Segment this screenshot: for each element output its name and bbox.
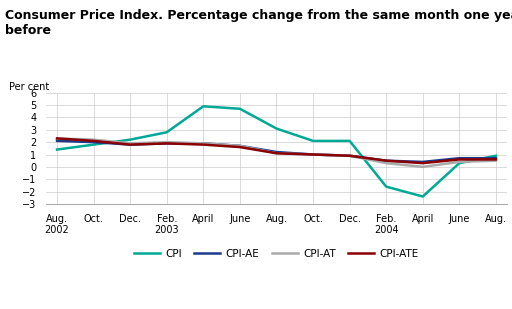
Line: CPI-AT: CPI-AT [57,138,496,167]
CPI-ATE [91,139,97,143]
CPI-ATE [420,161,426,165]
CPI-AT [310,153,316,156]
CPI-ATE [493,158,499,161]
CPI-ATE [347,154,353,158]
CPI-AT [54,137,60,140]
CPI-AT [91,138,97,142]
CPI [420,195,426,198]
CPI-AE [54,139,60,143]
CPI-AE [310,153,316,156]
CPI [91,143,97,146]
CPI-AT [383,161,389,165]
CPI [54,148,60,151]
CPI-AT [273,151,280,155]
CPI-ATE [383,159,389,163]
CPI-ATE [456,158,462,161]
Line: CPI-ATE: CPI-ATE [57,138,496,163]
CPI-AE [347,154,353,158]
CPI-ATE [164,142,170,145]
CPI-AT [493,159,499,163]
CPI-AE [456,156,462,160]
CPI-AE [383,159,389,163]
CPI [493,154,499,158]
CPI-AE [200,142,206,145]
CPI-AE [127,143,133,146]
CPI [200,104,206,108]
Text: Consumer Price Index. Percentage change from the same month one year
before: Consumer Price Index. Percentage change … [5,9,512,37]
CPI-ATE [127,143,133,146]
CPI-AT [164,140,170,144]
CPI-AT [347,154,353,158]
CPI-AE [164,142,170,145]
CPI-AE [493,156,499,160]
Line: CPI: CPI [57,106,496,197]
CPI-ATE [200,143,206,146]
CPI [347,139,353,143]
CPI-ATE [54,137,60,140]
Legend: CPI, CPI-AE, CPI-AT, CPI-ATE: CPI, CPI-AE, CPI-AT, CPI-ATE [130,245,423,263]
CPI [273,127,280,130]
CPI-AT [237,144,243,148]
CPI-AE [237,144,243,148]
CPI-AT [200,142,206,145]
CPI [127,138,133,142]
CPI [310,139,316,143]
CPI-AE [91,140,97,144]
CPI-AE [420,160,426,164]
CPI [456,161,462,165]
Text: Per cent: Per cent [9,82,50,91]
CPI-AE [273,150,280,154]
CPI-ATE [237,145,243,149]
CPI-AT [127,142,133,145]
CPI-AT [456,160,462,164]
CPI [383,185,389,188]
CPI [237,107,243,111]
CPI-ATE [310,153,316,156]
CPI-ATE [273,151,280,155]
CPI-AT [420,165,426,169]
Line: CPI-AE: CPI-AE [57,141,496,162]
CPI [164,130,170,134]
